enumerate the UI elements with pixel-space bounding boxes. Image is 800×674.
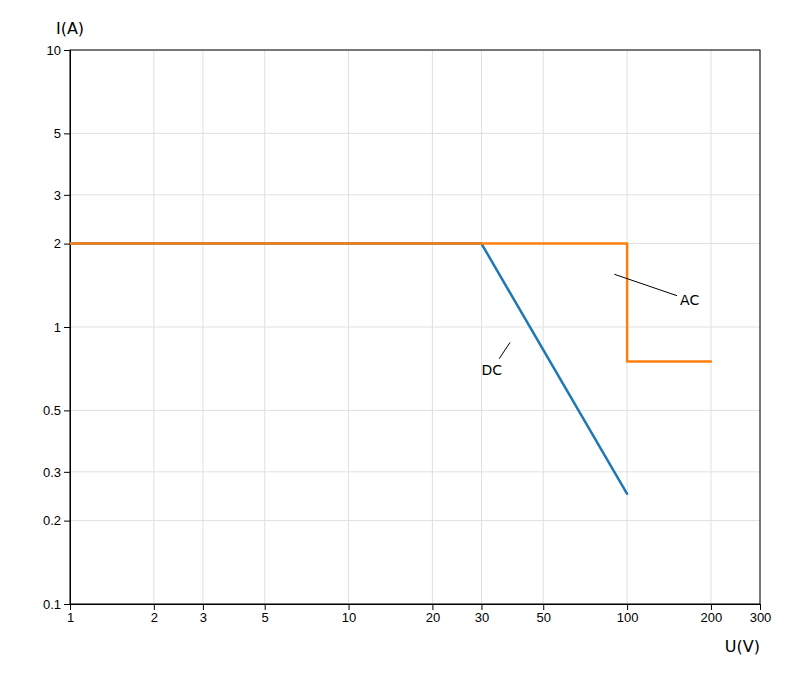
tick-label: 0.3 [43,464,61,479]
tick-mark [203,604,204,610]
grid-line [70,327,760,328]
tick-label: 0.1 [43,597,61,612]
axis-line [64,51,71,605]
grid-line [70,520,760,521]
tick: 10 [342,604,356,625]
tick-label: 50 [537,610,551,625]
grid [70,50,760,604]
tick-mark [711,604,712,610]
grid-line [70,410,760,411]
leader-line [614,274,677,295]
tick: 20 [426,604,440,625]
series-line [70,244,711,362]
tick-mark [265,604,266,610]
tick-mark [64,410,70,411]
tick-label: 2 [54,236,61,251]
leader-line [499,342,510,358]
tick: 30 [475,604,489,625]
series-line [70,244,627,494]
plot: 1 2 3 5 10 20 30 50 100 200 300 0.1 0.2 0.3 0.5 1 2 3 5 10 U… [43,19,771,656]
tick-label: 1 [67,610,74,625]
tick: 200 [701,604,723,625]
tick: 1 [67,604,74,625]
tick-label: 300 [750,610,772,625]
tick-label: 5 [262,610,269,625]
chart: 1 2 3 5 10 20 30 50 100 200 300 0.1 0.2 0.3 0.5 1 2 3 5 10 U… [0,0,800,674]
tick: 5 [54,126,70,141]
tick: 3 [54,187,70,202]
tick: 3 [200,604,207,625]
tick-mark [64,604,70,605]
tick-label: 0.5 [43,403,61,418]
plot-frame [70,50,760,604]
tick-mark [760,604,761,610]
tick-label: 3 [54,187,61,202]
grid-line [70,194,760,195]
tick-mark [64,50,70,51]
tick-label: 20 [426,610,440,625]
tick-mark [64,244,70,245]
tick: 0.3 [43,464,70,479]
tick-label: 1 [54,320,61,335]
tick-mark [349,604,350,610]
tick-label: 2 [151,610,158,625]
tick-label: 100 [617,610,639,625]
tick-mark [627,604,628,610]
annotations: DC AC [481,274,699,378]
tick-mark [64,195,70,196]
y-axis-label: I(A) [56,19,84,38]
tick: 10 [47,43,70,58]
tick-mark [432,604,433,610]
tick-label: 200 [701,610,723,625]
tick-mark [154,604,155,610]
annotation: AC [680,292,699,308]
tick: 50 [537,604,551,625]
tick-mark [481,604,482,610]
tick-label: 10 [47,43,61,58]
lines [70,244,711,494]
tick-mark [64,521,70,522]
tick: 5 [262,604,269,625]
tick: 300 [750,604,772,625]
axis-line [71,605,761,611]
x-axis: 1 2 3 5 10 20 30 50 100 200 300 [67,604,771,625]
tick: 2 [54,236,70,251]
tick-label: 3 [200,610,207,625]
tick: 2 [151,604,158,625]
grid-line [70,471,760,472]
tick-mark [543,604,544,610]
tick-label: 30 [475,610,489,625]
tick-label: 0.2 [43,513,61,528]
x-axis-label: U(V) [725,637,760,656]
grid-line [70,133,760,134]
annotation: DC [481,362,502,378]
tick: 0.5 [43,403,70,418]
tick-label: 10 [342,610,356,625]
tick: 0.1 [43,597,70,612]
tick-label: 5 [54,126,61,141]
y-axis: 0.1 0.2 0.3 0.5 1 2 3 5 10 [43,43,71,612]
tick: 100 [617,604,639,625]
tick-mark [64,327,70,328]
tick: 1 [54,320,70,335]
tick-mark [64,133,70,134]
tick-mark [64,472,70,473]
tick: 0.2 [43,513,70,528]
